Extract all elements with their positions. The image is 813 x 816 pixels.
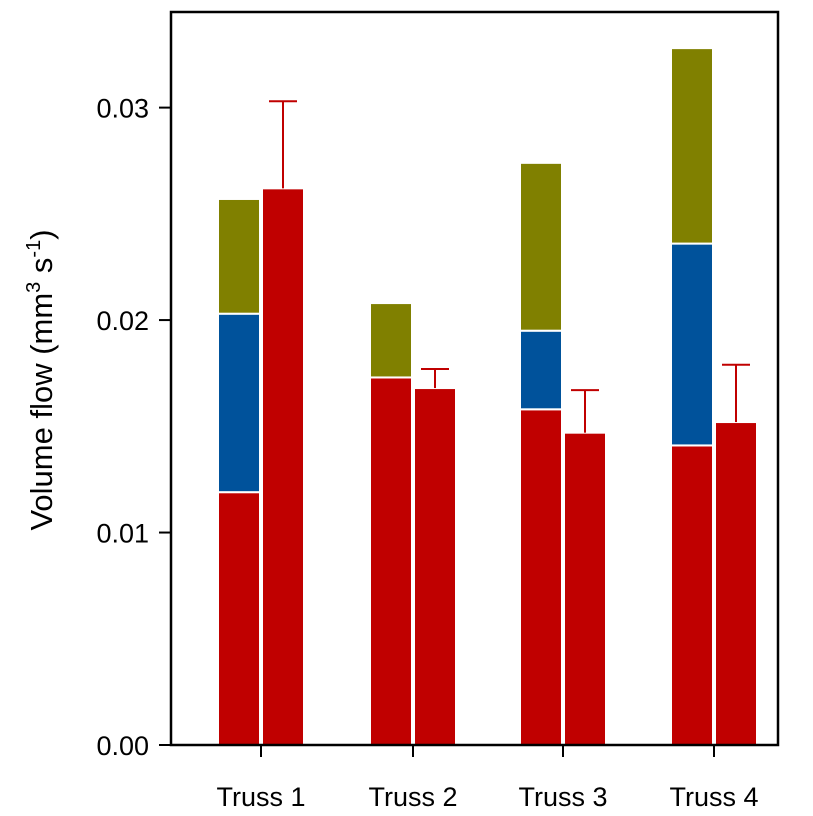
y-tick-label-1: 0.01 bbox=[96, 519, 149, 549]
x-tick-label-1: Truss 2 bbox=[368, 782, 457, 812]
measured-bar-2 bbox=[413, 387, 457, 746]
y-axis-label-suffix: ) bbox=[24, 229, 59, 239]
stacked-bar-segment-4-red bbox=[670, 444, 714, 746]
stacked-bar-segment-2-olive bbox=[369, 302, 413, 379]
bars-layer bbox=[217, 47, 758, 747]
y-axis-label-sup1: 3 bbox=[23, 282, 45, 293]
y-tick-label-3: 0.03 bbox=[96, 94, 149, 124]
measured-bar-4 bbox=[714, 421, 758, 746]
y-axis-label-prefix: Volume flow (mm bbox=[24, 293, 59, 531]
y-axis-label: Volume flow (mm3 s-1) bbox=[23, 229, 59, 530]
y-axis-label-sup2: -1 bbox=[23, 240, 45, 258]
y-axis-label-middle: s bbox=[24, 258, 59, 282]
measured-bar-3 bbox=[563, 431, 607, 746]
stacked-bar-segment-3-red bbox=[519, 408, 563, 746]
measured-bar-1 bbox=[261, 187, 305, 747]
x-tick-label-3: Truss 4 bbox=[669, 782, 758, 812]
stacked-bar-segment-3-olive bbox=[519, 161, 563, 332]
x-tick-label-0: Truss 1 bbox=[216, 782, 305, 812]
stacked-bar-segment-4-olive bbox=[670, 47, 714, 245]
stacked-bar-segment-1-red bbox=[217, 491, 261, 746]
x-axis-ticks: Truss 1 Truss 2 Truss 3 Truss 4 bbox=[216, 745, 759, 812]
y-tick-label-0: 0.00 bbox=[96, 731, 149, 761]
stacked-bar-segment-1-blue bbox=[217, 312, 261, 494]
stacked-bar-segment-3-blue bbox=[519, 329, 563, 411]
x-tick-label-2: Truss 3 bbox=[518, 782, 607, 812]
stacked-bar-segment-4-blue bbox=[670, 242, 714, 447]
stacked-bar-segment-1-olive bbox=[217, 197, 261, 315]
error-bars-layer bbox=[269, 100, 750, 433]
plot-frame bbox=[169, 10, 780, 747]
stacked-bar-segment-2-red bbox=[369, 376, 413, 746]
y-axis-ticks: 0.00 0.01 0.02 0.03 bbox=[96, 94, 171, 761]
y-tick-label-2: 0.02 bbox=[96, 306, 149, 336]
